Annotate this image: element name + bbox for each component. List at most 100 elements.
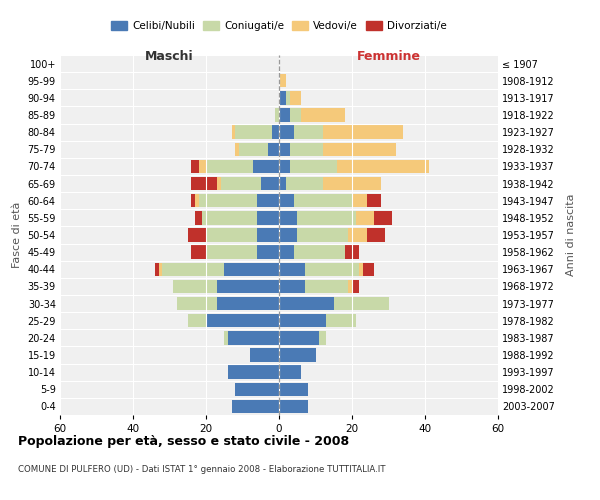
Y-axis label: Fasce di età: Fasce di età bbox=[12, 202, 22, 268]
Bar bbox=[217, 280, 279, 293]
Bar bbox=[188, 314, 206, 328]
Bar bbox=[290, 91, 301, 104]
Bar bbox=[352, 194, 367, 207]
Bar bbox=[323, 126, 403, 139]
Bar bbox=[217, 297, 279, 310]
Bar bbox=[279, 142, 290, 156]
Bar bbox=[297, 211, 356, 224]
Bar bbox=[199, 160, 206, 173]
Bar bbox=[367, 228, 385, 241]
Bar bbox=[224, 262, 279, 276]
Bar bbox=[279, 382, 308, 396]
Bar bbox=[305, 262, 359, 276]
Bar bbox=[290, 160, 337, 173]
Bar bbox=[323, 142, 396, 156]
Bar bbox=[293, 126, 323, 139]
Bar bbox=[221, 177, 261, 190]
Bar bbox=[195, 194, 199, 207]
Bar bbox=[279, 280, 305, 293]
Bar bbox=[349, 228, 367, 241]
Bar bbox=[359, 262, 363, 276]
Bar bbox=[155, 262, 158, 276]
Bar bbox=[250, 348, 279, 362]
Bar bbox=[326, 314, 356, 328]
Bar bbox=[217, 177, 221, 190]
Bar bbox=[173, 280, 217, 293]
Bar bbox=[239, 142, 268, 156]
Bar bbox=[268, 142, 279, 156]
Bar bbox=[344, 246, 359, 259]
Bar bbox=[290, 142, 323, 156]
Bar bbox=[334, 297, 389, 310]
Bar bbox=[279, 366, 301, 379]
Y-axis label: Anni di nascita: Anni di nascita bbox=[566, 194, 576, 276]
Bar bbox=[253, 160, 279, 173]
Bar bbox=[279, 126, 293, 139]
Bar bbox=[305, 280, 349, 293]
Bar bbox=[286, 177, 323, 190]
Bar bbox=[337, 160, 428, 173]
Bar bbox=[232, 126, 235, 139]
Bar bbox=[224, 331, 228, 344]
Bar bbox=[158, 262, 162, 276]
Bar bbox=[235, 382, 279, 396]
Bar bbox=[235, 142, 239, 156]
Bar bbox=[228, 331, 279, 344]
Bar bbox=[261, 177, 279, 190]
Bar bbox=[279, 211, 297, 224]
Bar bbox=[257, 246, 279, 259]
Bar bbox=[293, 194, 352, 207]
Bar bbox=[279, 297, 334, 310]
Bar bbox=[279, 246, 293, 259]
Bar bbox=[162, 262, 224, 276]
Bar bbox=[206, 314, 279, 328]
Legend: Celibi/Nubili, Coniugati/e, Vedovi/e, Divorziati/e: Celibi/Nubili, Coniugati/e, Vedovi/e, Di… bbox=[107, 17, 451, 36]
Bar bbox=[206, 228, 257, 241]
Bar bbox=[191, 194, 195, 207]
Bar bbox=[232, 400, 279, 413]
Text: Maschi: Maschi bbox=[145, 50, 194, 63]
Bar bbox=[279, 348, 316, 362]
Bar bbox=[352, 280, 359, 293]
Bar bbox=[279, 177, 286, 190]
Bar bbox=[279, 74, 286, 88]
Bar bbox=[293, 246, 345, 259]
Bar bbox=[188, 228, 206, 241]
Bar bbox=[374, 211, 392, 224]
Bar bbox=[206, 246, 257, 259]
Bar bbox=[257, 228, 279, 241]
Bar bbox=[257, 211, 279, 224]
Bar bbox=[199, 194, 257, 207]
Bar bbox=[279, 331, 319, 344]
Bar bbox=[367, 194, 381, 207]
Bar bbox=[363, 262, 374, 276]
Bar bbox=[195, 211, 202, 224]
Bar bbox=[235, 126, 272, 139]
Bar bbox=[279, 262, 305, 276]
Bar bbox=[191, 246, 206, 259]
Bar bbox=[279, 194, 293, 207]
Bar bbox=[275, 108, 279, 122]
Bar bbox=[297, 228, 349, 241]
Bar bbox=[279, 108, 290, 122]
Bar bbox=[319, 331, 326, 344]
Bar bbox=[290, 108, 301, 122]
Text: COMUNE DI PULFERO (UD) - Dati ISTAT 1° gennaio 2008 - Elaborazione TUTTITALIA.IT: COMUNE DI PULFERO (UD) - Dati ISTAT 1° g… bbox=[18, 465, 386, 474]
Bar bbox=[177, 297, 217, 310]
Text: Popolazione per età, sesso e stato civile - 2008: Popolazione per età, sesso e stato civil… bbox=[18, 435, 349, 448]
Bar bbox=[206, 160, 253, 173]
Bar bbox=[323, 177, 381, 190]
Bar bbox=[228, 366, 279, 379]
Bar bbox=[191, 160, 199, 173]
Bar bbox=[279, 400, 308, 413]
Bar bbox=[301, 108, 344, 122]
Bar bbox=[279, 91, 286, 104]
Bar bbox=[279, 228, 297, 241]
Bar bbox=[279, 314, 326, 328]
Bar bbox=[191, 177, 217, 190]
Bar bbox=[349, 280, 352, 293]
Bar bbox=[272, 126, 279, 139]
Bar bbox=[279, 160, 290, 173]
Bar bbox=[257, 194, 279, 207]
Bar bbox=[356, 211, 374, 224]
